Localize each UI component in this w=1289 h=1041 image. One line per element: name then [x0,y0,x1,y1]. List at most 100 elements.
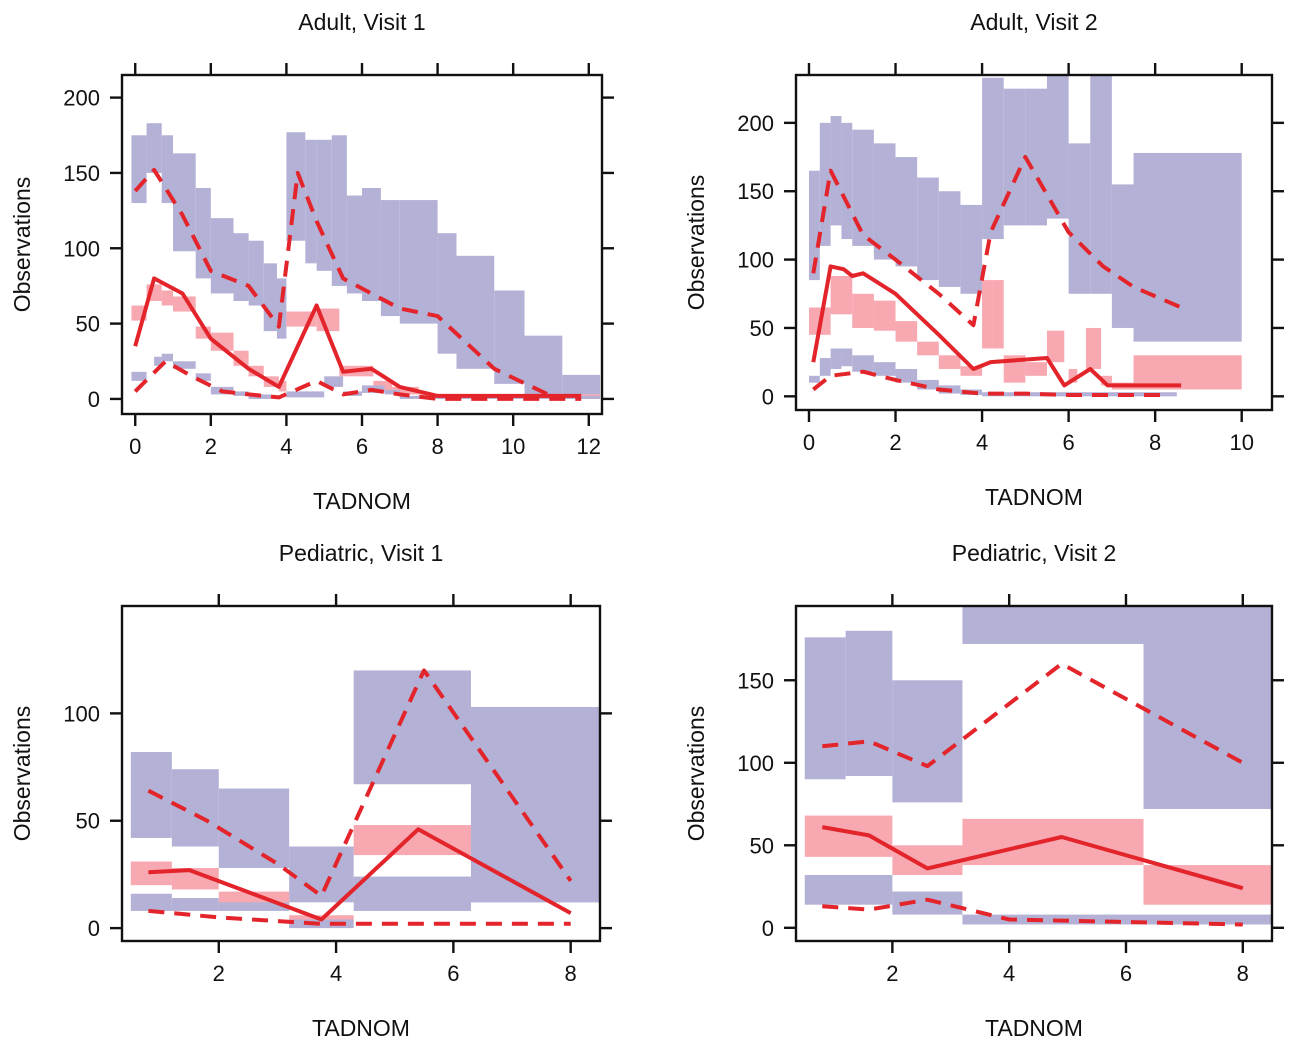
x-tick-label: 8 [1149,430,1161,455]
band-box [830,116,842,226]
band-box [195,373,211,381]
band-box [804,874,893,905]
x-tick-label: 2 [205,434,217,459]
x-tick-label: 6 [1120,961,1132,986]
y-axis-label: Observations [9,177,35,313]
band-box [210,332,234,351]
band-box [562,374,601,395]
y-tick-label: 0 [762,384,774,409]
plot-frame [794,73,1274,412]
band-box [917,177,939,281]
band-box [982,280,993,349]
upper-pi-band [808,75,1242,342]
band-box [1046,330,1065,363]
plot-area [130,668,600,929]
y-tick-label: 150 [63,161,100,186]
band-box [1090,75,1112,294]
x-tick-label: 8 [431,434,443,459]
plot-area [808,75,1242,397]
x-tick-label: 4 [330,961,342,986]
band-box [852,129,874,246]
x-tick-label: 6 [356,434,368,459]
x-tick-label: 2 [886,961,898,986]
band-box [161,135,174,204]
band-box [819,122,831,246]
band-box [437,233,457,354]
x-axis-label: TADNOM [985,1015,1083,1041]
band-box [895,157,918,267]
y-tick-label: 100 [737,248,774,273]
band-box [146,123,162,173]
band-box [233,391,249,396]
y-tick-label: 0 [88,387,100,412]
band-box [1046,75,1069,219]
band-box [380,200,400,317]
band-box [218,902,290,911]
band-box [1111,184,1134,328]
median-line [148,827,572,922]
band-box [324,376,344,387]
band-box [173,153,196,252]
band-box [392,386,419,395]
band-box [316,139,332,271]
band-box [353,670,471,785]
chart-panel-1: 0 2 4 6 8 10 12 0 50 100 150 200 Adult, Visit 1 TADNO… [9,9,614,514]
band-box [1003,88,1026,226]
median-line [133,276,582,398]
band-box [233,233,249,301]
band-box [962,914,1272,925]
band-box [524,335,563,395]
band-box [1143,606,1272,809]
x-tick-label: 6 [447,961,459,986]
lower-percentile-line [148,908,571,926]
band-box [1014,355,1026,383]
band-box [960,204,983,294]
band-box [289,919,354,929]
band-box [399,200,438,324]
band-box [895,321,918,342]
x-tick-label: 8 [565,961,577,986]
y-tick-label: 50 [750,833,774,858]
median-line [811,264,1182,388]
band-box [286,391,325,398]
lower-pi-band [130,876,600,929]
band-box [808,170,820,281]
band-box [1025,88,1047,226]
x-tick-label: 6 [1062,430,1074,455]
band-box [841,122,853,240]
x-axis-label: TADNOM [985,484,1083,510]
band-box [331,135,347,286]
band-box [917,379,939,390]
band-box [852,355,874,372]
band-box [161,353,174,362]
band-box [808,375,820,383]
band-box [892,680,963,803]
band-box [1003,355,1015,383]
median-line [821,825,1244,891]
band-box [873,362,896,376]
y-tick-label: 100 [737,751,774,776]
band-box [131,135,147,204]
band-box [1068,143,1091,294]
upper-pi-band [130,670,600,903]
band-box [195,188,211,279]
band-box [161,290,174,306]
band-box [830,348,842,369]
y-tick-label: 50 [76,312,100,337]
lower-percentile-line [822,897,1243,927]
plot-area [131,123,601,401]
lower-pi-band [804,874,1272,925]
band-box [1133,152,1242,342]
upper-percentile-line [811,155,1182,328]
band-box [470,706,600,903]
panel-title: Pediatric, Visit 2 [952,540,1116,566]
x-tick-label: 4 [1003,961,1015,986]
plot-frame [794,604,1274,943]
upper-percentile-line [147,668,573,898]
y-axis-label: Observations [683,706,709,842]
panel-title: Pediatric, Visit 1 [279,540,443,566]
band-box [982,77,1004,240]
x-tick-label: 0 [129,434,141,459]
